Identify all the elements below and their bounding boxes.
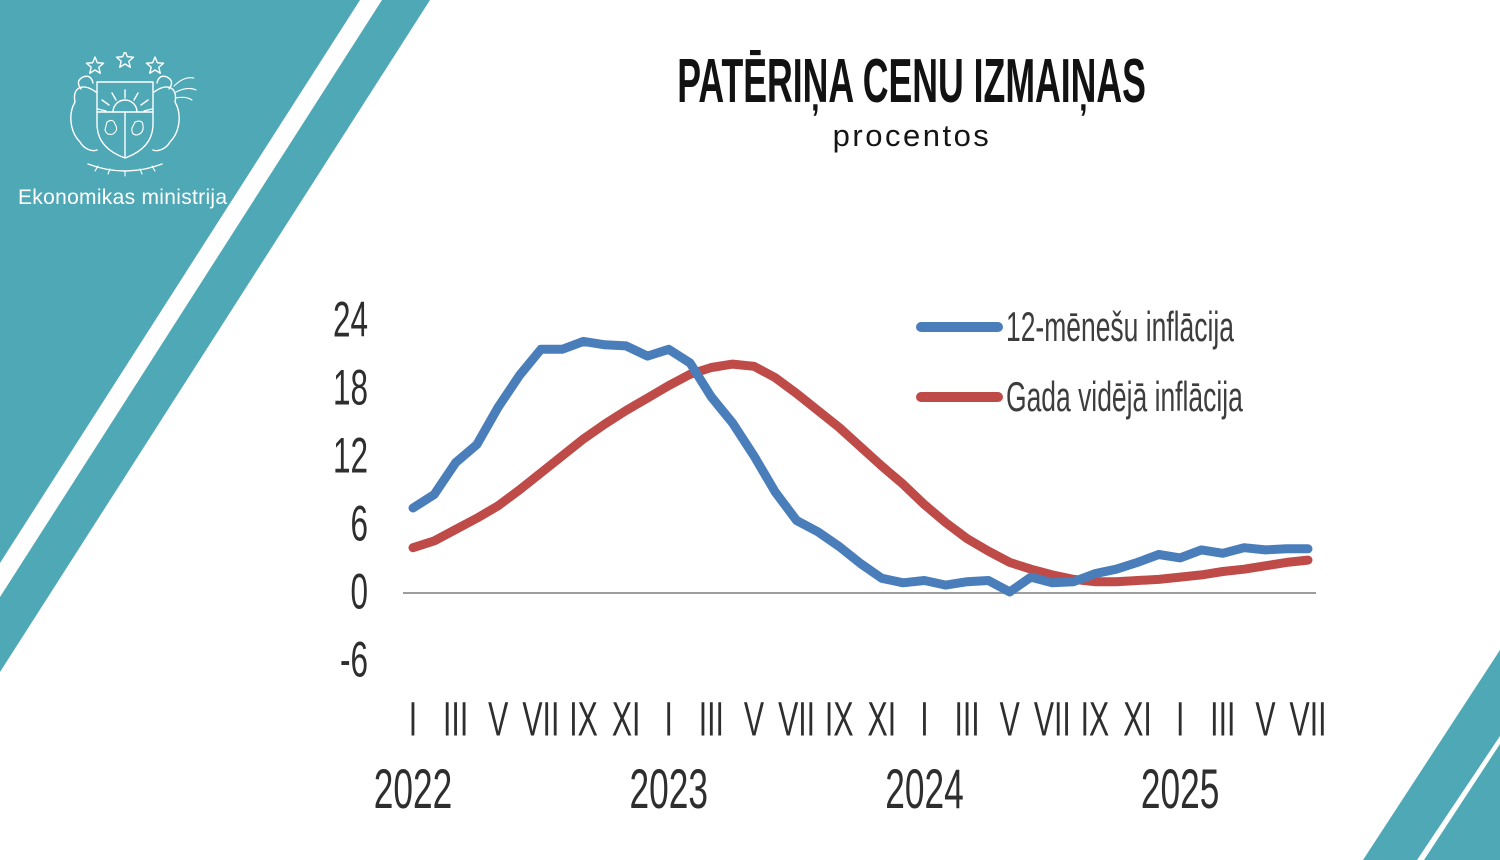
x-tick-label: XI <box>612 694 641 747</box>
legend-line-blue-icon <box>916 322 1003 332</box>
x-tick-label: III <box>1210 694 1235 747</box>
coat-of-arms-icon <box>70 52 197 177</box>
chart-header: PATĒRIŅA CENU IZMAIŅAS procentos <box>410 47 1414 154</box>
legend-line-red-icon <box>916 392 1003 402</box>
x-tick-label: V <box>744 694 764 747</box>
legend-label: 12-mēnešu inflācija <box>1006 303 1234 350</box>
y-tick-label: 0 <box>350 563 368 619</box>
x-tick-label: III <box>954 694 979 747</box>
x-tick-label: I <box>665 694 673 747</box>
y-tick-label: 18 <box>333 359 368 415</box>
supporters <box>70 75 197 152</box>
x-tick-label: IX <box>1081 694 1110 747</box>
teal-block-bottom-right <box>1363 650 1500 860</box>
legend-item-annual-average-inflation: Gada vidējā inflācija <box>916 376 1382 418</box>
x-tick-label: I <box>1176 694 1184 747</box>
legend-label: Gada vidējā inflācija <box>1006 373 1243 420</box>
x-year-label: 2025 <box>1141 758 1219 820</box>
stars <box>85 52 165 74</box>
x-tick-label: XI <box>868 694 897 747</box>
x-year-label: 2023 <box>629 758 707 820</box>
x-tick-label: IX <box>569 694 598 747</box>
x-tick-label: I <box>409 694 417 747</box>
shield <box>96 81 154 159</box>
teal-stripe-bottom-right <box>1424 744 1500 860</box>
x-tick-label: VII <box>1034 694 1071 747</box>
y-tick-label: 12 <box>333 427 368 483</box>
x-tick-label: V <box>1000 694 1020 747</box>
x-tick-label: V <box>1255 694 1275 747</box>
base-branches <box>87 163 163 177</box>
chart-title: PATĒRIŅA CENU IZMAIŅAS <box>677 47 1147 116</box>
x-tick-label: IX <box>825 694 854 747</box>
y-tick-label: 6 <box>350 495 368 551</box>
y-tick-label: 24 <box>333 291 368 347</box>
x-year-label: 2024 <box>885 758 963 820</box>
x-tick-label: VII <box>522 694 559 747</box>
ministry-name: Ekonomikas ministrija <box>18 186 228 209</box>
x-tick-label: I <box>920 694 928 747</box>
x-tick-label: VII <box>1290 694 1327 747</box>
ministry-branding: Ekonomikas ministrija <box>14 52 234 210</box>
x-year-label: 2022 <box>374 758 452 820</box>
legend-item-12-month-inflation: 12-mēnešu inflācija <box>916 306 1368 348</box>
x-tick-label: VII <box>778 694 815 747</box>
chart-subtitle: procentos <box>832 118 992 154</box>
y-tick-label: -6 <box>340 631 368 687</box>
x-tick-label: V <box>488 694 508 747</box>
x-tick-label: XI <box>1123 694 1152 747</box>
x-tick-label: III <box>699 694 724 747</box>
x-tick-label: III <box>443 694 468 747</box>
